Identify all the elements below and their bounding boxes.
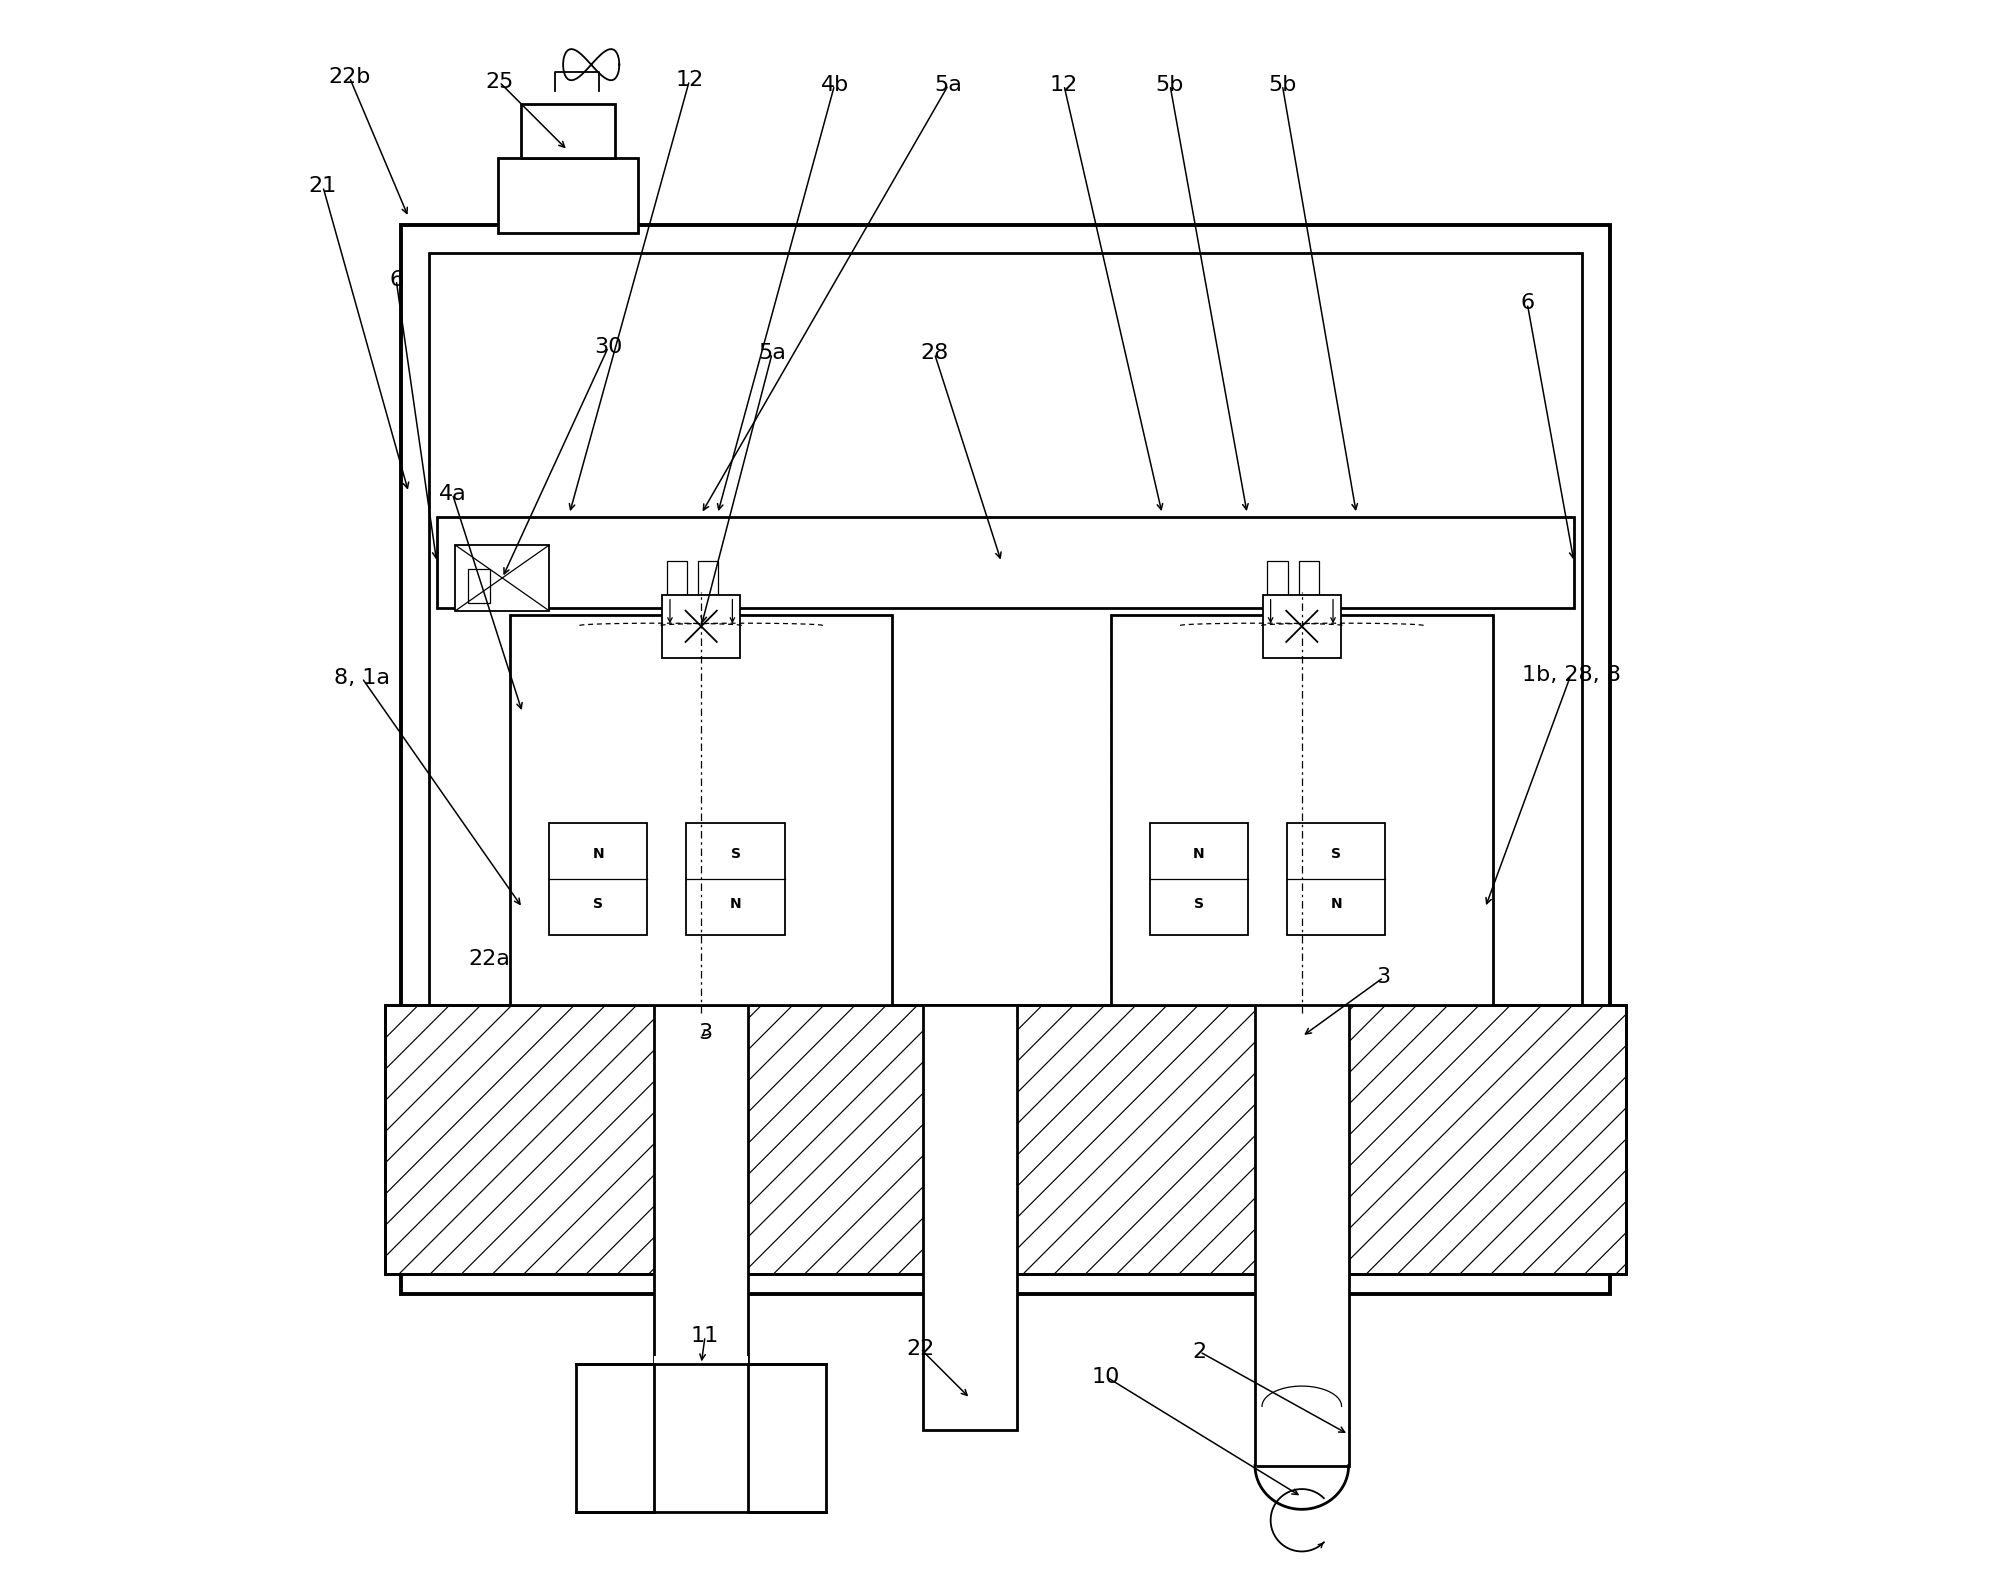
- Text: 11: 11: [691, 1327, 719, 1346]
- Bar: [549, 823, 647, 935]
- Text: 5a: 5a: [759, 343, 785, 364]
- Text: 3: 3: [1376, 968, 1390, 987]
- Text: 5b: 5b: [1156, 76, 1184, 94]
- Bar: [497, 159, 639, 233]
- Text: 12: 12: [1050, 76, 1078, 94]
- Text: 21: 21: [308, 176, 337, 197]
- Bar: [1150, 823, 1248, 935]
- Bar: [923, 998, 1018, 1281]
- Bar: [1256, 998, 1348, 1281]
- Text: 5a: 5a: [935, 76, 961, 94]
- Bar: [1262, 595, 1340, 658]
- Text: N: N: [729, 897, 741, 911]
- Bar: [687, 823, 785, 935]
- Text: 28: 28: [919, 343, 949, 364]
- Bar: [437, 518, 1574, 608]
- Bar: [511, 615, 891, 1006]
- Text: 25: 25: [485, 72, 513, 91]
- Text: 2: 2: [1192, 1341, 1206, 1362]
- Bar: [1256, 982, 1348, 1465]
- Bar: [667, 560, 687, 595]
- Text: 30: 30: [595, 337, 623, 357]
- Text: S: S: [1194, 897, 1204, 911]
- Bar: [655, 1006, 747, 1513]
- Text: 8, 1a: 8, 1a: [335, 667, 391, 688]
- Bar: [401, 225, 1610, 1294]
- Bar: [923, 1006, 1018, 1429]
- Text: N: N: [1194, 847, 1204, 861]
- Text: 5b: 5b: [1268, 76, 1296, 94]
- Bar: [1112, 615, 1492, 1006]
- Bar: [655, 1357, 747, 1520]
- Text: 10: 10: [1092, 1366, 1120, 1387]
- Text: 1b, 28, 8: 1b, 28, 8: [1522, 664, 1620, 685]
- Text: 4a: 4a: [439, 483, 467, 504]
- Text: S: S: [593, 897, 603, 911]
- Text: S: S: [1332, 847, 1342, 861]
- Text: 22a: 22a: [469, 949, 511, 968]
- Bar: [699, 560, 719, 595]
- Bar: [429, 253, 1582, 1265]
- Bar: [469, 568, 491, 603]
- Bar: [1288, 823, 1386, 935]
- Bar: [1268, 560, 1288, 595]
- Bar: [577, 1365, 825, 1513]
- Bar: [385, 1006, 1626, 1273]
- Bar: [663, 595, 741, 658]
- Text: 6: 6: [389, 271, 403, 290]
- Text: 4b: 4b: [821, 76, 849, 94]
- Text: N: N: [1330, 897, 1342, 911]
- Text: N: N: [593, 847, 605, 861]
- Text: 22b: 22b: [328, 68, 371, 87]
- Text: 3: 3: [697, 1023, 713, 1044]
- Text: 12: 12: [675, 71, 703, 90]
- Text: 6: 6: [1520, 293, 1534, 313]
- Text: S: S: [731, 847, 741, 861]
- Bar: [455, 545, 549, 611]
- Bar: [1298, 560, 1320, 595]
- Bar: [655, 998, 747, 1281]
- Bar: [521, 104, 615, 159]
- Text: 22: 22: [905, 1338, 935, 1358]
